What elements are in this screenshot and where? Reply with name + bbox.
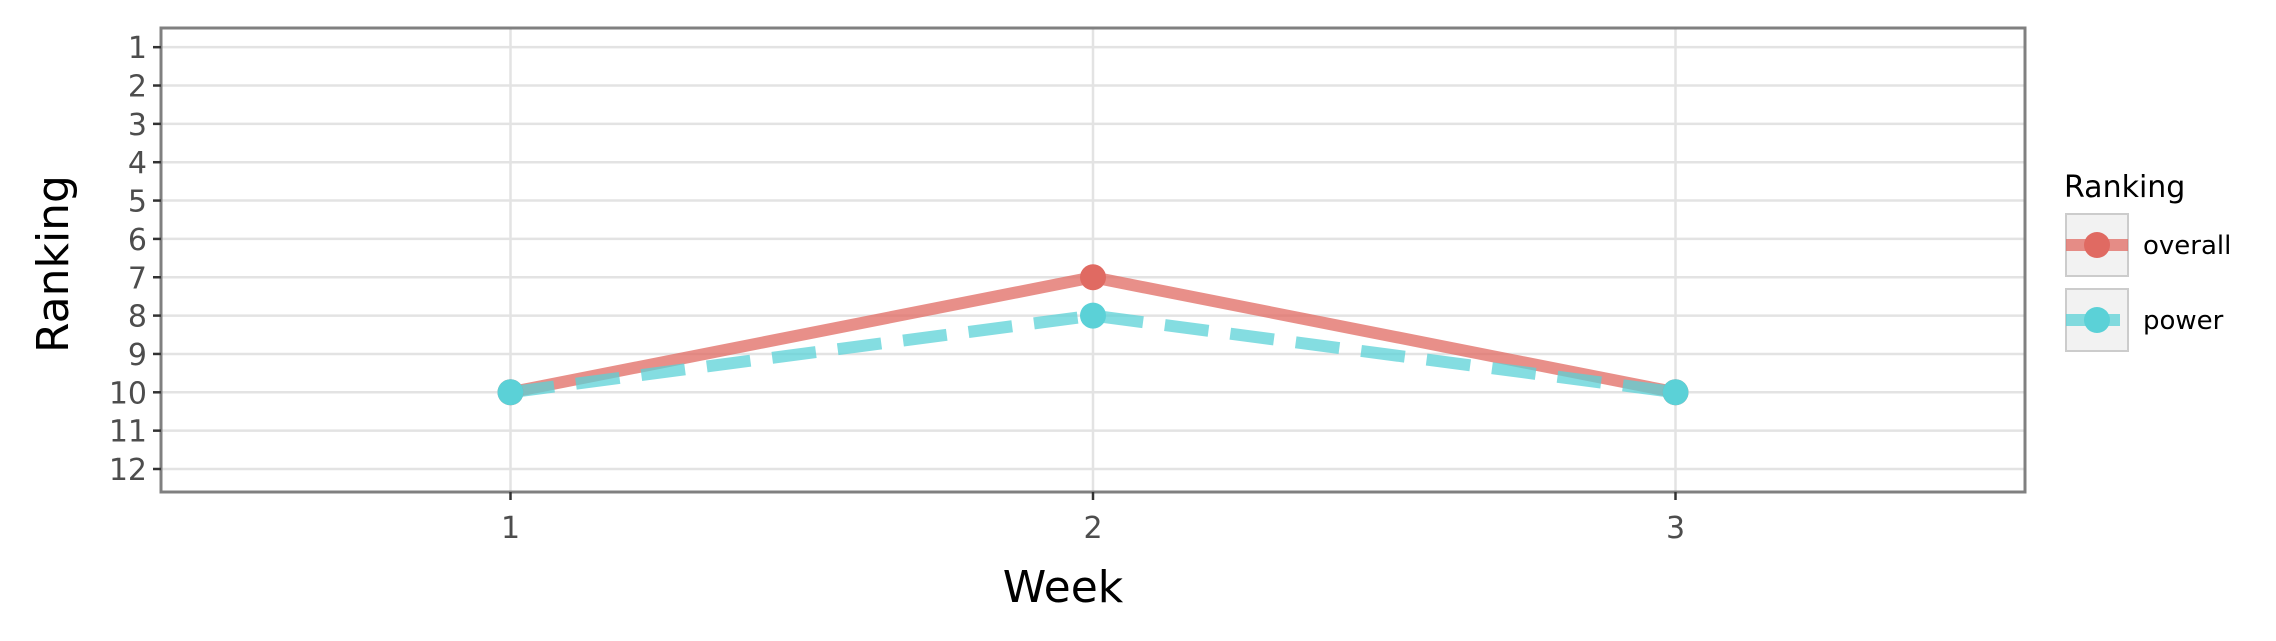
legend-key-point — [2084, 232, 2110, 258]
y-tick-label: 9 — [128, 338, 147, 373]
legend-items: overall power — [2065, 213, 2231, 352]
data-point-overall — [1080, 264, 1106, 291]
legend-label-overall: overall — [2143, 231, 2231, 261]
y-tick-label: 10 — [109, 376, 147, 411]
y-axis-title: Ranking — [28, 175, 79, 353]
x-axis-title: Week — [1003, 562, 1124, 613]
legend-label-power: power — [2143, 306, 2224, 336]
y-tick-label: 3 — [128, 108, 147, 143]
legend: Ranking overall power — [2064, 170, 2231, 352]
grid — [161, 28, 2025, 492]
y-tick-label: 8 — [128, 300, 147, 335]
data-point-power — [1080, 302, 1106, 329]
x-tick-label: 3 — [1666, 511, 1685, 546]
y-tick-label: 7 — [128, 261, 147, 296]
plot-panel — [159, 26, 2027, 494]
y-tick-label: 1 — [128, 31, 147, 66]
series-layer — [497, 264, 1689, 406]
y-tick-label: 4 — [128, 146, 147, 181]
data-point-power — [1662, 379, 1689, 406]
x-axis: 1 2 3 — [501, 492, 1685, 546]
y-tick-label: 11 — [109, 415, 147, 450]
x-tick-label: 2 — [1083, 511, 1102, 546]
legend-title: Ranking — [2064, 170, 2185, 205]
y-tick-label: 12 — [109, 453, 147, 488]
data-point-power — [497, 379, 524, 406]
y-tick-label: 5 — [128, 185, 147, 220]
y-tick-label: 6 — [128, 223, 147, 258]
x-tick-label: 1 — [501, 511, 520, 546]
y-tick-label: 2 — [128, 70, 147, 105]
legend-key-point — [2084, 307, 2110, 333]
